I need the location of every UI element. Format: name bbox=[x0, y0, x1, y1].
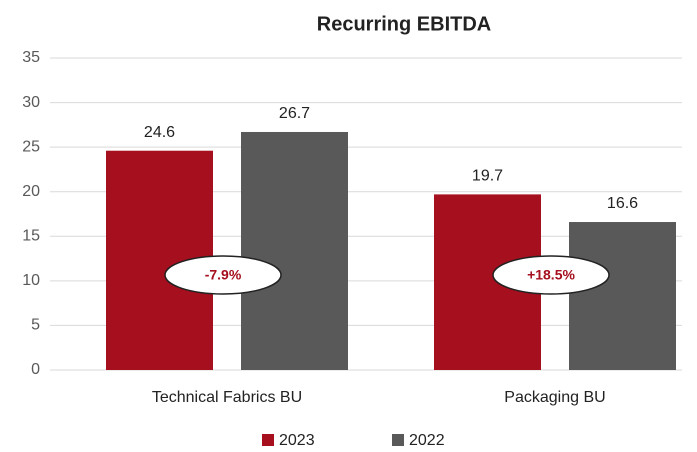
y-tick-label: 20 bbox=[22, 183, 40, 200]
legend-swatch bbox=[392, 434, 404, 446]
y-tick-label: 25 bbox=[22, 138, 40, 155]
data-label: 16.6 bbox=[607, 195, 638, 212]
legend-label: 2023 bbox=[279, 432, 315, 449]
legend-swatch bbox=[262, 434, 274, 446]
x-tick-label: Packaging BU bbox=[504, 389, 605, 406]
annotation-bubble bbox=[492, 255, 610, 295]
annotation-bubble bbox=[164, 255, 282, 295]
data-label: 26.7 bbox=[279, 105, 310, 122]
y-tick-label: 5 bbox=[31, 317, 40, 334]
legend-label: 2022 bbox=[409, 432, 445, 449]
bar bbox=[241, 131, 348, 370]
x-tick-label: Technical Fabrics BU bbox=[152, 389, 302, 406]
y-tick-label: 0 bbox=[31, 361, 40, 378]
y-tick-label: 15 bbox=[22, 228, 40, 245]
annotation: -7.9% bbox=[205, 267, 242, 283]
y-tick-label: 35 bbox=[22, 49, 40, 66]
y-tick-label: 10 bbox=[22, 272, 40, 289]
chart-title: Recurring EBITDA bbox=[317, 13, 491, 35]
data-label: 24.6 bbox=[144, 124, 175, 141]
annotation: +18.5% bbox=[527, 267, 575, 283]
data-label: 19.7 bbox=[472, 168, 503, 185]
y-tick-label: 30 bbox=[22, 94, 40, 111]
bar bbox=[569, 222, 676, 370]
